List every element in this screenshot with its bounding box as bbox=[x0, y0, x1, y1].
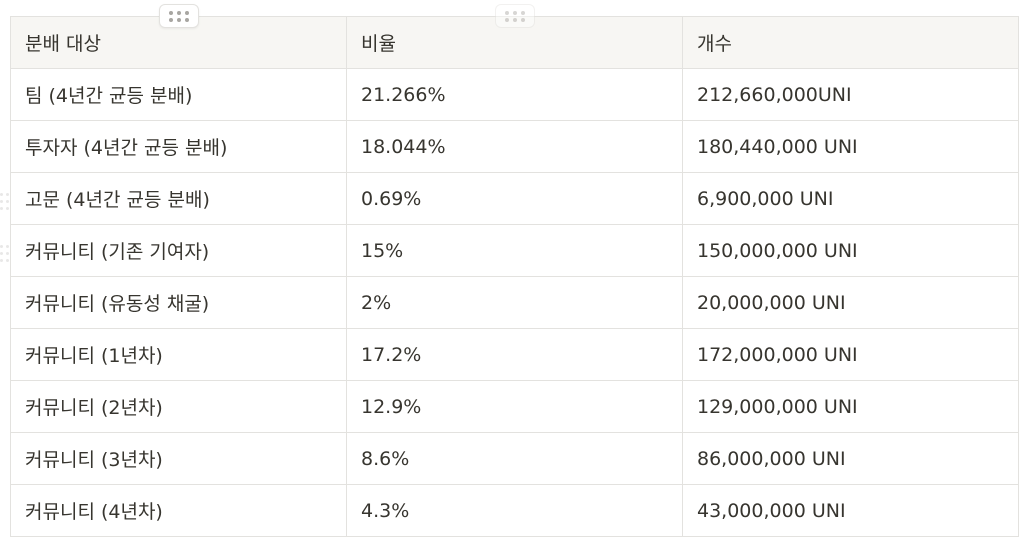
table-cell[interactable]: 커뮤니티 (1년차) bbox=[10, 328, 347, 381]
table-cell[interactable]: 212,660,000UNI bbox=[682, 68, 1019, 121]
column-drag-handle-icon[interactable] bbox=[159, 4, 199, 28]
table-cell[interactable]: 150,000,000 UNI bbox=[682, 224, 1019, 277]
table-row: 커뮤니티 (기존 기여자) 15% 150,000,000 UNI bbox=[10, 224, 1019, 277]
table-cell[interactable]: 86,000,000 UNI bbox=[682, 432, 1019, 485]
table-row: 팀 (4년간 균등 분배) 21.266% 212,660,000UNI bbox=[10, 68, 1019, 121]
table-cell[interactable]: 17.2% bbox=[346, 328, 683, 381]
table-cell[interactable]: 12.9% bbox=[346, 380, 683, 433]
table-cell[interactable]: 180,440,000 UNI bbox=[682, 120, 1019, 173]
table-cell[interactable]: 15% bbox=[346, 224, 683, 277]
distribution-table: 분배 대상 비율 개수 팀 (4년간 균등 분배) 21.266% 212,66… bbox=[10, 16, 1019, 537]
table-row: 커뮤니티 (3년차) 8.6% 86,000,000 UNI bbox=[10, 432, 1019, 485]
table-row: 고문 (4년간 균등 분배) 0.69% 6,900,000 UNI bbox=[10, 172, 1019, 225]
table-row: 커뮤니티 (4년차) 4.3% 43,000,000 UNI bbox=[10, 484, 1019, 537]
table-cell[interactable]: 커뮤니티 (기존 기여자) bbox=[10, 224, 347, 277]
table-cell[interactable]: 172,000,000 UNI bbox=[682, 328, 1019, 381]
table-cell[interactable]: 0.69% bbox=[346, 172, 683, 225]
header-cell-count[interactable]: 개수 bbox=[682, 16, 1019, 69]
table-cell[interactable]: 20,000,000 UNI bbox=[682, 276, 1019, 329]
row-drag-handle-icon[interactable] bbox=[0, 188, 10, 214]
table-cell[interactable]: 커뮤니티 (2년차) bbox=[10, 380, 347, 433]
table-cell[interactable]: 커뮤니티 (3년차) bbox=[10, 432, 347, 485]
table-cell[interactable]: 2% bbox=[346, 276, 683, 329]
table-cell[interactable]: 8.6% bbox=[346, 432, 683, 485]
table-cell[interactable]: 21.266% bbox=[346, 68, 683, 121]
table-row: 커뮤니티 (1년차) 17.2% 172,000,000 UNI bbox=[10, 328, 1019, 381]
table-cell[interactable]: 투자자 (4년간 균등 분배) bbox=[10, 120, 347, 173]
table-cell[interactable]: 커뮤니티 (유동성 채굴) bbox=[10, 276, 347, 329]
row-drag-handle-icon[interactable] bbox=[0, 240, 10, 266]
table-row: 커뮤니티 (2년차) 12.9% 129,000,000 UNI bbox=[10, 380, 1019, 433]
table-cell[interactable]: 43,000,000 UNI bbox=[682, 484, 1019, 537]
table-cell[interactable]: 6,900,000 UNI bbox=[682, 172, 1019, 225]
table-cell[interactable]: 고문 (4년간 균등 분배) bbox=[10, 172, 347, 225]
table-cell[interactable]: 129,000,000 UNI bbox=[682, 380, 1019, 433]
table-cell[interactable]: 18.044% bbox=[346, 120, 683, 173]
table-cell[interactable]: 팀 (4년간 균등 분배) bbox=[10, 68, 347, 121]
column-drag-handle-icon[interactable] bbox=[495, 4, 535, 28]
table-cell[interactable]: 커뮤니티 (4년차) bbox=[10, 484, 347, 537]
table-cell[interactable]: 4.3% bbox=[346, 484, 683, 537]
table-row: 커뮤니티 (유동성 채굴) 2% 20,000,000 UNI bbox=[10, 276, 1019, 329]
table-row: 투자자 (4년간 균등 분배) 18.044% 180,440,000 UNI bbox=[10, 120, 1019, 173]
